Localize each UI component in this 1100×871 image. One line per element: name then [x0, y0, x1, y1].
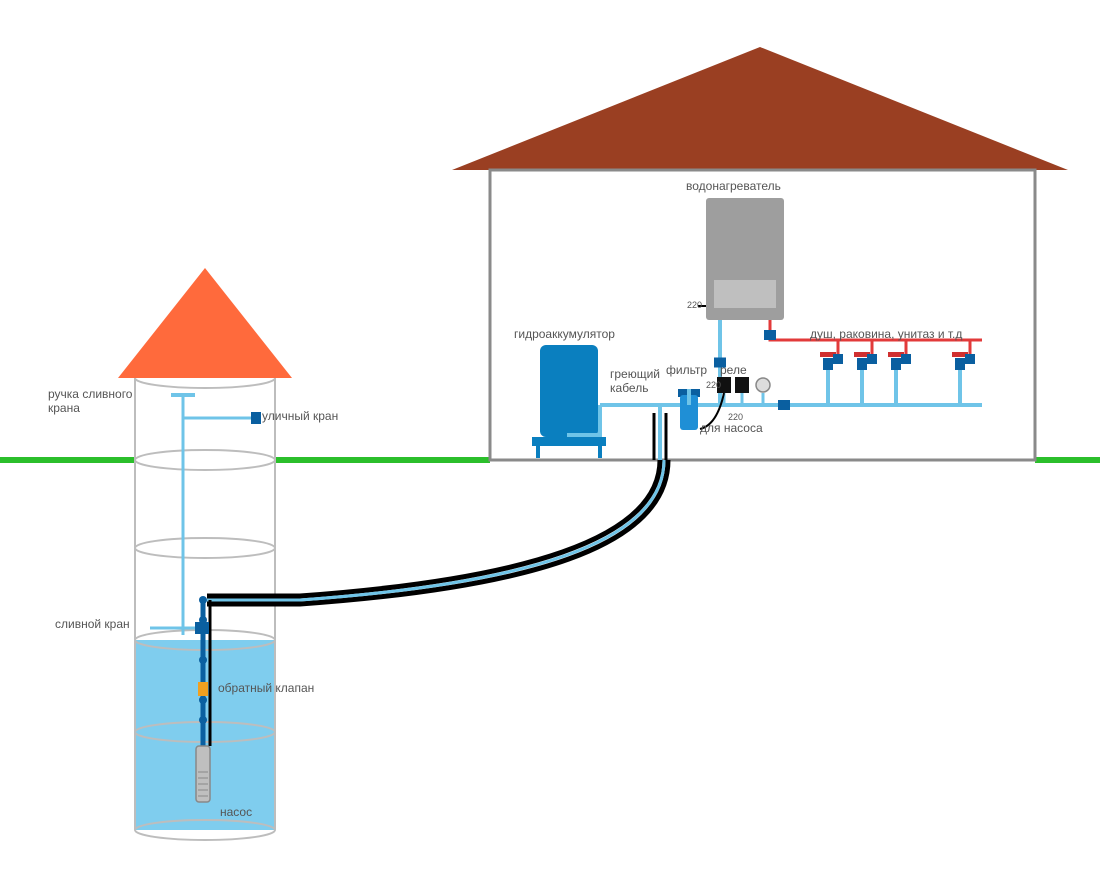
well-roof [118, 268, 292, 378]
pipe-fitting [199, 716, 207, 724]
label-heating-cable: греющий [610, 367, 660, 381]
label-filter: фильтр [666, 363, 707, 377]
fixture-valve-body [955, 358, 965, 370]
label-220: 220 [706, 380, 721, 390]
label-drain-tap: сливной кран [55, 617, 130, 631]
well-ring [135, 450, 275, 470]
fixture-hot-valve [965, 354, 975, 364]
fixture-valve-body [823, 358, 833, 370]
label-drain-handle: ручка сливного [48, 387, 133, 401]
label-220: 220 [728, 412, 743, 422]
label-heating-cable: кабель [610, 381, 648, 395]
label-relay: реле [720, 363, 747, 377]
water-heater-panel [714, 280, 776, 308]
label-accumulator: гидроаккумулятор [514, 327, 615, 341]
heater-outlet-valve [764, 330, 776, 340]
house-roof [452, 47, 1068, 170]
check-valve [198, 682, 208, 696]
label-pump: насос [220, 805, 252, 819]
fixture-hot-valve [901, 354, 911, 364]
fixture-hot-valve [833, 354, 843, 364]
fixture-valve-body [857, 358, 867, 370]
fixture-valve-body [891, 358, 901, 370]
label-drain-handle: крана [48, 401, 80, 415]
label-220: 220 [687, 300, 702, 310]
pipe-fitting [199, 656, 207, 664]
pipe-fitting [199, 596, 207, 604]
label-water-heater: водонагреватель [686, 179, 781, 193]
label-for-pump: для насоса [700, 421, 763, 435]
drain-tap-tee [195, 622, 209, 634]
pressure-gauge [756, 378, 770, 392]
submersible-pump [196, 746, 210, 802]
pressure-relay [735, 377, 749, 393]
outdoor-tap [251, 412, 261, 424]
pipe-fitting [199, 696, 207, 704]
label-fixtures: душ, раковина, унитаз и т.д [810, 327, 962, 341]
well-ring [135, 538, 275, 558]
label-check-valve: обратный клапан [218, 681, 314, 695]
cold-main-valve [778, 400, 790, 410]
water-supply-diagram: ручка сливногокрана уличный кран сливной к… [0, 0, 1100, 871]
label-outdoor-tap: уличный кран [262, 409, 338, 423]
accumulator-stand [532, 437, 606, 446]
fixture-hot-valve [867, 354, 877, 364]
hydro-accumulator [540, 345, 598, 437]
